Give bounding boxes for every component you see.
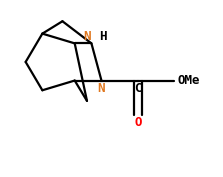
Text: H: H bbox=[99, 30, 107, 43]
Text: O: O bbox=[134, 116, 142, 129]
Text: OMe: OMe bbox=[177, 74, 200, 87]
Text: C: C bbox=[134, 82, 142, 95]
Text: N: N bbox=[98, 82, 105, 95]
Text: N: N bbox=[83, 30, 91, 43]
